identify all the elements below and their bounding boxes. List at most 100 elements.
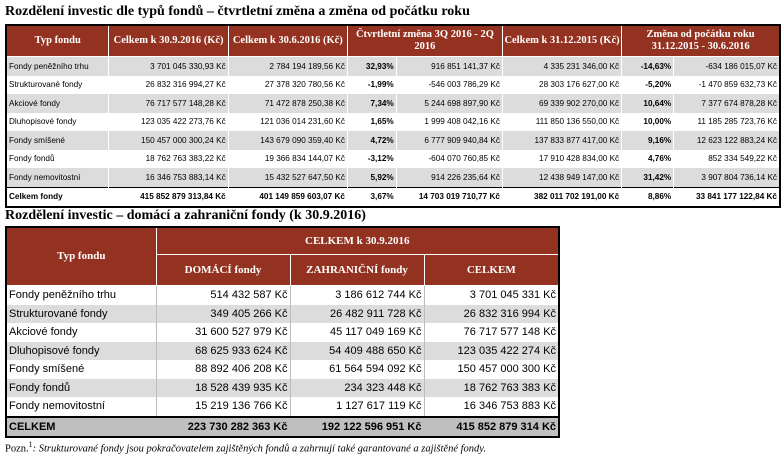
cell-foreign: 26 482 911 728 Kč xyxy=(290,304,425,323)
cell-fund-type: Akciové fondy xyxy=(6,94,110,113)
cell-fund-type: Fondy nemovitostní xyxy=(6,397,157,417)
cell-fund-type: Celkem fondy xyxy=(6,186,110,207)
cell-total-q2: 143 679 090 359,40 Kč xyxy=(228,131,348,150)
cell-total-q2: 121 036 014 231,60 Kč xyxy=(228,112,348,131)
cell-foreign: 61 564 594 092 Kč xyxy=(290,360,425,379)
table-row: Fondy fondů 18 528 439 935 Kč 234 323 448 … xyxy=(6,378,560,397)
cell-total: 26 832 316 994 Kč xyxy=(424,304,560,323)
cell-total-ye: 12 438 949 147,00 Kč xyxy=(502,168,623,187)
cell-total: 76 717 577 148 Kč xyxy=(424,323,560,342)
cell-total-q2: 15 432 527 647,50 Kč xyxy=(228,168,348,187)
table-row: Strukturované fondy 349 405 266 Kč 26 482 … xyxy=(6,304,560,323)
cell-domestic: 68 625 933 624 Kč xyxy=(156,341,291,360)
cell-quarterly-pct: 4,72% xyxy=(347,131,397,150)
table-row: Fondy peněžního trhu 3 701 045 330,93 Kč 2… xyxy=(6,56,781,76)
col-header-total: CELKEM xyxy=(423,254,560,286)
cell-total-q3: 18 762 763 383,22 Kč xyxy=(108,149,229,168)
cell-quarterly-pct: -1,99% xyxy=(347,75,397,94)
cell-total-ye: 382 011 702 191,00 Kč xyxy=(502,186,623,207)
cell-ytd-pct: 10,00% xyxy=(621,112,675,131)
cell-fund-type: Strukturované fondy xyxy=(6,304,157,323)
cell-total: 123 035 422 274 Kč xyxy=(424,341,560,360)
cell-total-q2: 71 472 878 250,38 Kč xyxy=(228,94,348,113)
cell-domestic: 88 892 406 208 Kč xyxy=(156,360,291,379)
cell-quarterly-pct: 3,67% xyxy=(347,186,397,207)
col-header-group: CELKEM k 30.9.2016 xyxy=(155,226,560,255)
cell-total: 150 457 000 300 Kč xyxy=(424,360,560,379)
table-row: Fondy peněžního trhu 514 432 587 Kč 3 186 … xyxy=(6,285,560,305)
cell-ytd-abs: 12 623 122 883,24 Kč xyxy=(673,131,781,150)
cell-ytd-pct: 31,42% xyxy=(621,168,675,187)
table-row: Dluhopisové fondy 123 035 422 273,76 Kč 12… xyxy=(6,112,781,131)
table-row: Fondy smíšené 88 892 406 208 Kč 61 564 594… xyxy=(6,360,560,379)
fund-type-change-table: Typ fondu Celkem k 30.9.2016 (Kč) Celkem… xyxy=(5,24,781,208)
cell-ytd-abs: 7 377 674 878,28 Kč xyxy=(673,94,781,113)
table-row: Fondy fondů 18 762 763 383,22 Kč 19 366 83… xyxy=(6,149,781,168)
cell-total-ye: 111 850 136 550,00 Kč xyxy=(502,112,623,131)
cell-domestic: 15 219 136 766 Kč xyxy=(156,397,291,417)
table1-title: Rozdělení investic dle typů fondů – čtvr… xyxy=(5,4,470,19)
cell-total: 16 346 753 883 Kč xyxy=(424,397,560,417)
cell-ytd-pct: -5,20% xyxy=(621,75,675,94)
cell-fund-type: Fondy fondů xyxy=(6,149,110,168)
cell-fund-type: Fondy smíšené xyxy=(6,131,110,150)
cell-quarterly-pct: 32,93% xyxy=(347,56,397,76)
cell-total-ye: 69 339 902 270,00 Kč xyxy=(502,94,623,113)
cell-ytd-abs: 11 185 285 723,76 Kč xyxy=(673,112,781,131)
cell-quarterly-pct: -3,12% xyxy=(347,149,397,168)
cell-ytd-abs: 3 907 804 736,14 Kč xyxy=(673,168,781,187)
cell-ytd-abs: -1 470 859 632,73 Kč xyxy=(673,75,781,94)
cell-total-q3: 123 035 422 273,76 Kč xyxy=(108,112,229,131)
cell-ytd-abs: -634 186 015,07 Kč xyxy=(673,56,781,76)
col-header-ytd-change: Změna od počátku roku 31.12.2015 - 30.6.… xyxy=(621,24,781,57)
cell-quarterly-abs: 6 777 909 940,84 Kč xyxy=(396,131,503,150)
cell-total-ye: 4 335 231 346,00 Kč xyxy=(502,56,623,76)
cell-total-ye: 17 910 428 834,00 Kč xyxy=(502,149,623,168)
cell-ytd-abs: 852 334 549,22 Kč xyxy=(673,149,781,168)
cell-quarterly-abs: 916 851 141,37 Kč xyxy=(396,56,503,76)
cell-quarterly-pct: 5,92% xyxy=(347,168,397,187)
total-row: Celkem fondy 415 852 879 313,84 Kč 401 149… xyxy=(6,186,781,207)
cell-domestic: 18 528 439 935 Kč xyxy=(156,378,291,397)
cell-ytd-pct: 10,64% xyxy=(621,94,675,113)
col-header-quarterly-change: Čtvrtletní změna 3Q 2016 - 2Q 2016 xyxy=(346,24,503,57)
table-row: Fondy nemovitostní 15 219 136 766 Kč 1 127… xyxy=(6,397,560,417)
table-row: Dluhopisové fondy 68 625 933 624 Kč 54 409… xyxy=(6,341,560,360)
cell-domestic: 349 405 266 Kč xyxy=(156,304,291,323)
footnote: Pozn.1: Strukturované fondy jsou pokračo… xyxy=(5,440,486,455)
cell-quarterly-pct: 7,34% xyxy=(347,94,397,113)
cell-total-q2: 19 366 834 144,07 Kč xyxy=(228,149,348,168)
footnote-marker: 1 xyxy=(28,440,33,449)
cell-total-q3: 150 457 000 300,24 Kč xyxy=(108,131,229,150)
cell-quarterly-abs: 914 226 235,64 Kč xyxy=(396,168,503,187)
cell-total-q3: 415 852 879 313,84 Kč xyxy=(108,186,229,207)
cell-fund-type: CELKEM xyxy=(6,415,157,437)
cell-total-ye: 28 303 176 627,00 Kč xyxy=(502,75,623,94)
table-row: Akciové fondy 31 600 527 979 Kč 45 117 049… xyxy=(6,323,560,342)
footnote-prefix: Pozn. xyxy=(5,443,29,455)
cell-fund-type: Dluhopisové fondy xyxy=(6,112,110,131)
cell-ytd-abs: 33 841 177 122,84 Kč xyxy=(673,186,781,207)
cell-foreign: 234 323 448 Kč xyxy=(290,378,425,397)
cell-fund-type: Fondy fondů xyxy=(6,378,157,397)
table-row: Akciové fondy 76 717 577 148,28 Kč 71 472 … xyxy=(6,94,781,113)
cell-quarterly-abs: -546 003 786,29 Kč xyxy=(396,75,503,94)
cell-fund-type: Dluhopisové fondy xyxy=(6,341,157,360)
cell-total-q3: 76 717 577 148,28 Kč xyxy=(108,94,229,113)
cell-total: 18 762 763 383 Kč xyxy=(424,378,560,397)
cell-foreign: 3 186 612 744 Kč xyxy=(290,285,425,305)
cell-fund-type: Fondy peněžního trhu xyxy=(6,285,157,305)
cell-ytd-pct: 4,76% xyxy=(621,149,675,168)
cell-quarterly-abs: 14 703 019 710,77 Kč xyxy=(396,186,503,207)
cell-total: 3 701 045 331 Kč xyxy=(424,285,560,305)
footnote-text: : Strukturované fondy jsou pokračovatele… xyxy=(32,443,486,455)
cell-quarterly-abs: 1 999 408 042,16 Kč xyxy=(396,112,503,131)
cell-fund-type: Fondy nemovitostní xyxy=(6,168,110,187)
table-row: Strukturované fondy 26 832 316 994,27 Kč 2… xyxy=(6,75,781,94)
cell-total: 415 852 879 314 Kč xyxy=(424,415,560,437)
cell-ytd-pct: 9,16% xyxy=(621,131,675,150)
cell-quarterly-abs: -604 070 760,85 Kč xyxy=(396,149,503,168)
cell-quarterly-abs: 5 244 698 897,90 Kč xyxy=(396,94,503,113)
cell-total-q3: 3 701 045 330,93 Kč xyxy=(108,56,229,76)
cell-fund-type: Fondy peněžního trhu xyxy=(6,56,110,76)
